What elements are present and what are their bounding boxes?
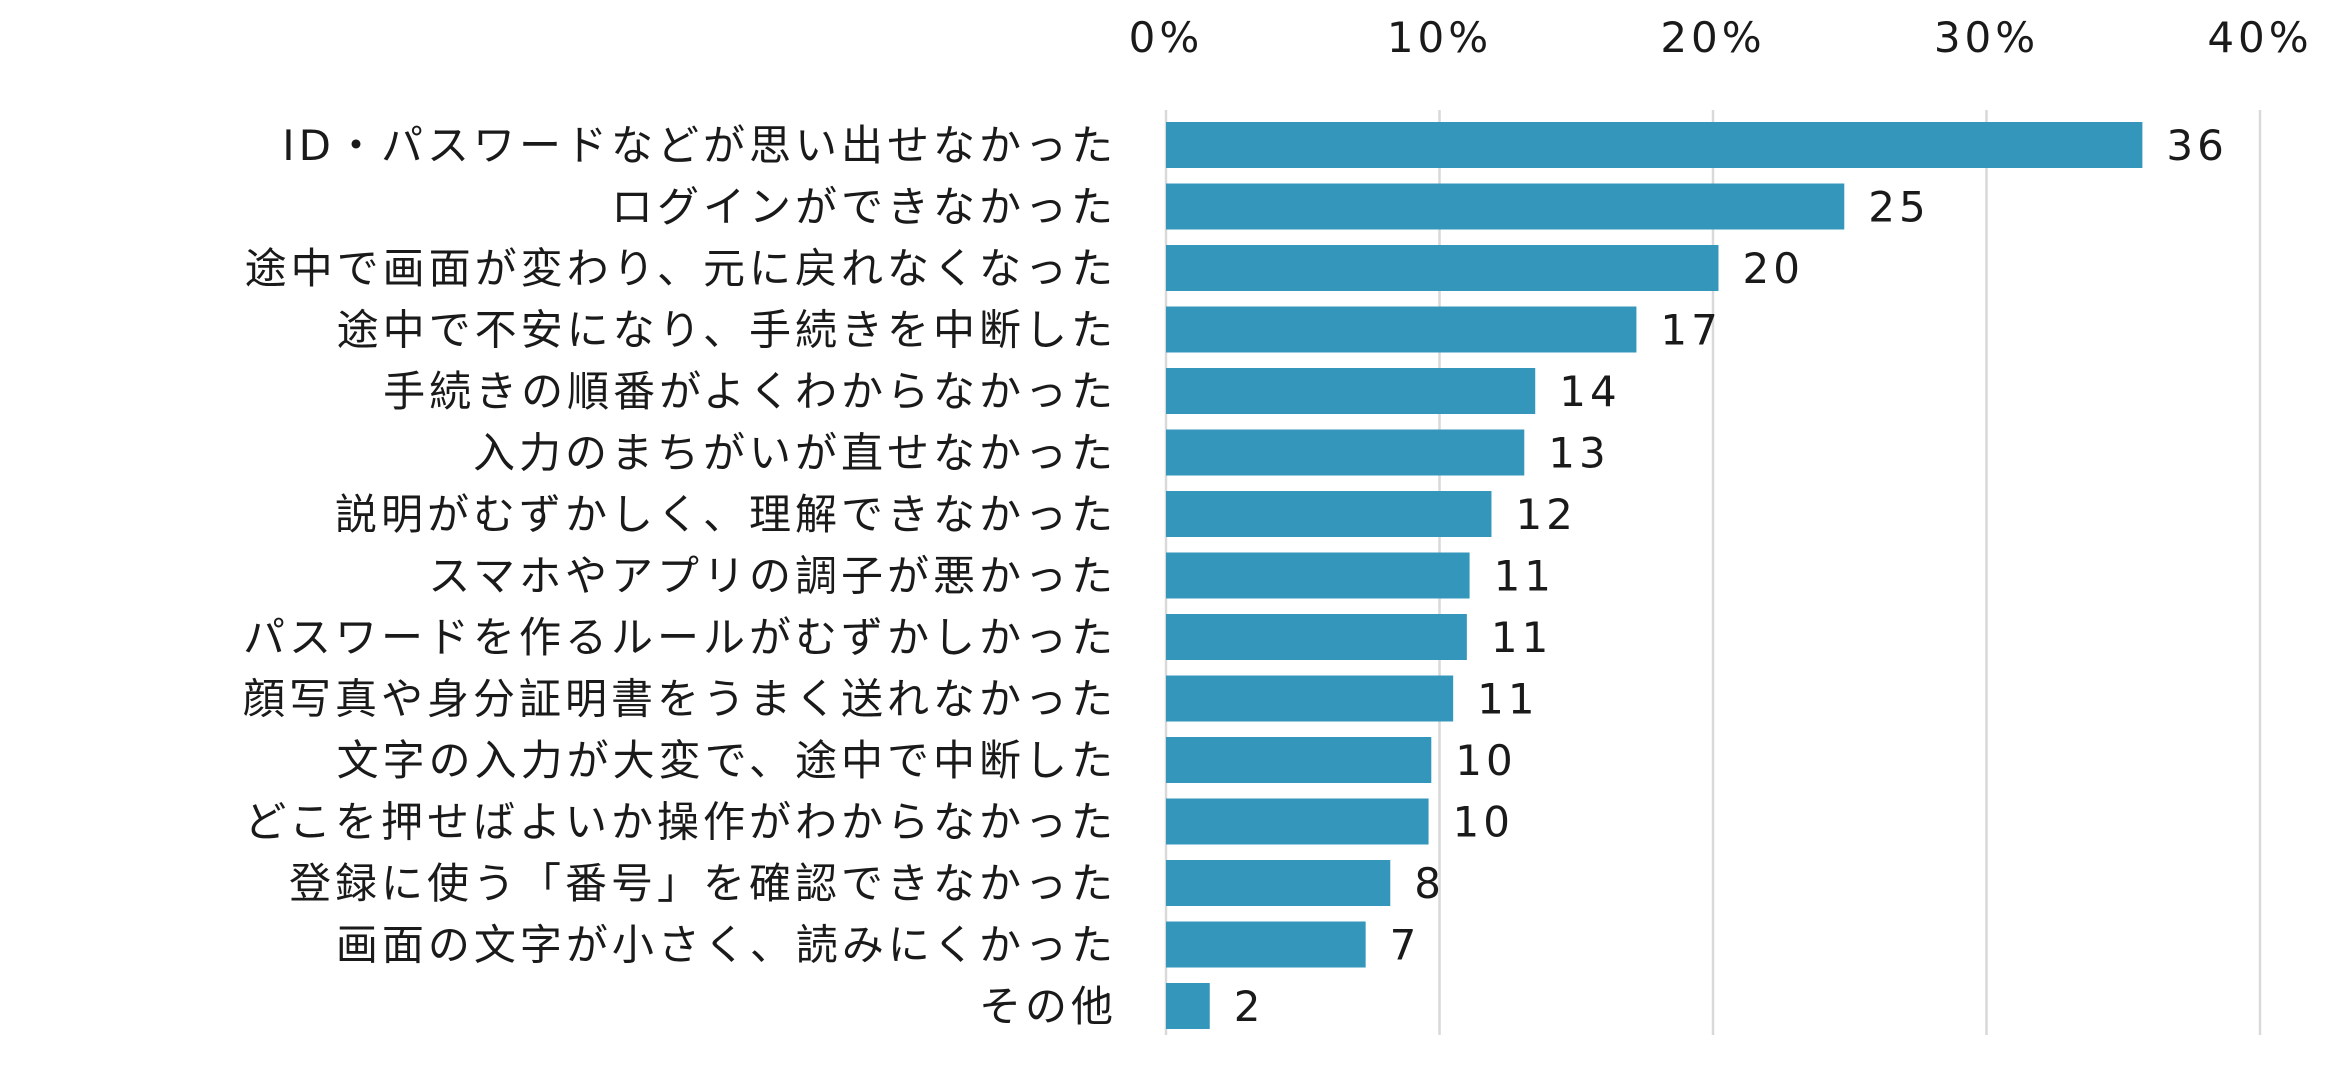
data-label: 8 xyxy=(1414,859,1445,908)
category-label: 途中で不安になり、手続きを中断した xyxy=(337,306,1117,355)
category-label: 登録に使う「番号」を確認できなかった xyxy=(289,859,1117,908)
category-label: 手続きの順番がよくわからなかった xyxy=(383,367,1117,416)
bar-7 xyxy=(1166,552,1470,599)
bar-10 xyxy=(1166,737,1432,783)
data-label: 10 xyxy=(1455,736,1516,785)
data-label: 12 xyxy=(1515,490,1576,539)
category-label: どこを押せばよいか操作がわからなかった xyxy=(244,798,1117,847)
data-label: 7 xyxy=(1390,921,1421,970)
category-label: 途中で画面が変わり、元に戻れなくなった xyxy=(245,244,1117,293)
bar-12 xyxy=(1166,860,1391,906)
data-label: 20 xyxy=(1742,244,1803,293)
x-tick-label: 30% xyxy=(1934,13,2039,62)
bar-14 xyxy=(1166,983,1210,1029)
data-label: 25 xyxy=(1868,183,1929,232)
data-label: 10 xyxy=(1453,798,1514,847)
category-label: 文字の入力が大変で、途中で中断した xyxy=(337,736,1117,785)
data-label: 11 xyxy=(1494,552,1555,601)
x-tick-label: 10% xyxy=(1387,13,1492,62)
category-label: その他 xyxy=(979,982,1117,1031)
category-label: パスワードを作るルールがむずかしかった xyxy=(243,613,1117,662)
category-label: スマホやアプリの調子が悪かった xyxy=(428,552,1117,601)
bar-13 xyxy=(1166,921,1366,968)
bar-6 xyxy=(1166,491,1492,537)
category-label: 入力のまちがいが直せなかった xyxy=(473,429,1117,478)
bar-4 xyxy=(1166,368,1536,414)
category-label: ID・パスワードなどが思い出せなかった xyxy=(282,121,1117,170)
data-label: 14 xyxy=(1559,367,1620,416)
bar-1 xyxy=(1166,183,1845,230)
bar-8 xyxy=(1166,614,1467,660)
bar-3 xyxy=(1166,306,1637,353)
x-tick-label: 40% xyxy=(2207,13,2312,62)
category-label: 顔写真や身分証明書をうまく送れなかった xyxy=(243,675,1117,724)
bar-2 xyxy=(1166,245,1719,291)
data-label: 13 xyxy=(1548,429,1609,478)
bar-0 xyxy=(1166,122,2143,168)
category-labels: ID・パスワードなどが思い出せなかったログインができなかった途中で画面が変わり、… xyxy=(243,121,1117,1031)
data-label: 11 xyxy=(1477,675,1538,724)
x-tick-label: 20% xyxy=(1660,13,1765,62)
data-label: 2 xyxy=(1234,982,1265,1031)
bar-9 xyxy=(1166,675,1454,722)
data-label: 36 xyxy=(2166,121,2227,170)
category-label: ログインができなかった xyxy=(611,183,1117,232)
category-label: 説明がむずかしく、理解できなかった xyxy=(335,490,1117,539)
bars xyxy=(1166,122,2143,1029)
data-label: 17 xyxy=(1660,306,1721,355)
category-label: 画面の文字が小さく、読みにくかった xyxy=(336,921,1117,970)
data-label: 11 xyxy=(1491,613,1552,662)
x-tick-label: 0% xyxy=(1129,13,1204,62)
x-axis-ticks: 0% 10% 20% 30% 40% xyxy=(1129,13,2312,62)
bar-5 xyxy=(1166,429,1525,476)
bar-11 xyxy=(1166,798,1429,845)
